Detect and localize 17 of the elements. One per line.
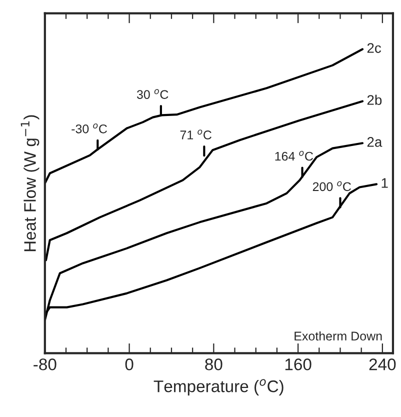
annotation: 164 $^{o}$C <box>275 150 314 161</box>
annotation: -30 $^{o}$C <box>72 124 107 134</box>
x-tick-label: 160 <box>285 358 312 370</box>
x-tick-label: 80 <box>205 358 222 370</box>
x-tick-label: 0 <box>125 358 134 370</box>
annotation: 71 $^{o}$C <box>180 130 212 140</box>
series-label: 1 <box>382 178 388 188</box>
annotation: Exotherm Down <box>294 331 382 341</box>
annotation: 30 $^{o}$C <box>136 89 168 99</box>
x-axis-title: Temperature ($^{o}$C) <box>154 379 284 396</box>
x-tick-label: 240 <box>369 358 396 370</box>
y-axis-title: Heat Flow (W g$^{−1}$) <box>20 115 40 252</box>
series-label: 2a <box>367 137 382 147</box>
series-label: 2c <box>367 43 382 53</box>
annotation: 200 $^{o}$C <box>312 181 351 192</box>
series-label: 2b <box>367 94 382 105</box>
x-tick-label: -80 <box>34 358 56 370</box>
